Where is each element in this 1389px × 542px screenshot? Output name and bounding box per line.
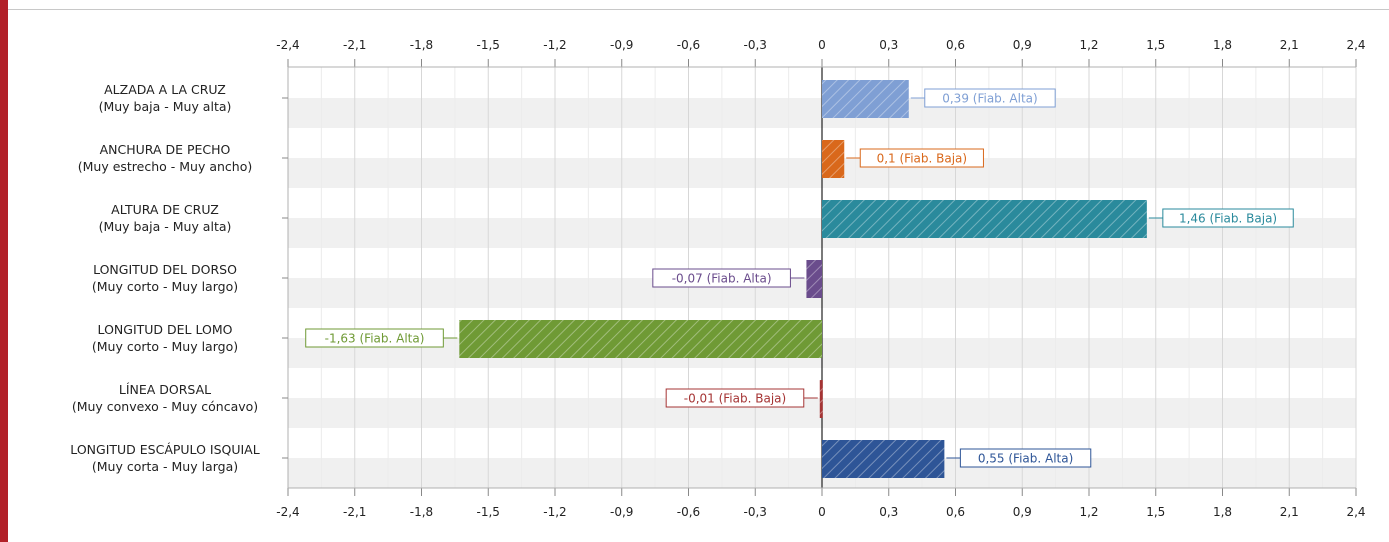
data-label-box bbox=[959, 448, 1092, 468]
x-tick-label-top: -0,3 bbox=[744, 38, 767, 52]
category-label-range: (Muy baja - Muy alta) bbox=[99, 219, 232, 234]
x-tick-label-top: 1,2 bbox=[1079, 38, 1098, 52]
category-label-range: (Muy corta - Muy larga) bbox=[92, 459, 238, 474]
x-tick-label-bottom: -0,9 bbox=[610, 505, 633, 519]
x-tick-label-bottom: -2,1 bbox=[343, 505, 366, 519]
bar-hatch bbox=[822, 140, 845, 178]
category-label-range: (Muy convexo - Muy cóncavo) bbox=[72, 399, 258, 414]
x-tick-label-top: 1,5 bbox=[1146, 38, 1165, 52]
top-panel-border bbox=[8, 0, 1389, 10]
data-label-box bbox=[665, 388, 805, 408]
x-tick-label-top: -1,2 bbox=[543, 38, 566, 52]
x-tick-label-top: 2,4 bbox=[1346, 38, 1365, 52]
x-tick-label-top: -2,4 bbox=[276, 38, 299, 52]
data-label-box bbox=[652, 268, 791, 288]
category-label-name: ALZADA A LA CRUZ bbox=[104, 82, 226, 97]
bar-hatch bbox=[819, 380, 823, 418]
category-label-name: LONGITUD ESCÁPULO ISQUIAL bbox=[70, 442, 259, 457]
grid-lines bbox=[287, 67, 1357, 488]
category-label-name: LONGITUD DEL LOMO bbox=[98, 322, 233, 337]
x-tick-label-bottom: 2,4 bbox=[1346, 505, 1365, 519]
data-label-box bbox=[924, 88, 1056, 108]
left-accent-bar bbox=[0, 0, 8, 542]
x-tick-label-bottom: 0,6 bbox=[946, 505, 965, 519]
x-tick-label-top: 0,6 bbox=[946, 38, 965, 52]
x-tick-label-bottom: -1,8 bbox=[410, 505, 433, 519]
data-label: 0,55 (Fiab. Alta) bbox=[978, 452, 1073, 466]
x-tick-label-top: 2,1 bbox=[1280, 38, 1299, 52]
bar-hatch bbox=[822, 200, 1147, 238]
x-tick-label-bottom: 1,2 bbox=[1079, 505, 1098, 519]
x-tick-label-top: 0,3 bbox=[879, 38, 898, 52]
category-label-range: (Muy baja - Muy alta) bbox=[99, 99, 232, 114]
x-tick-label-bottom: -0,3 bbox=[744, 505, 767, 519]
x-tick-label-top: -0,6 bbox=[677, 38, 700, 52]
x-tick-label-bottom: -1,2 bbox=[543, 505, 566, 519]
x-tick-label-bottom: 0 bbox=[818, 505, 826, 519]
y-axis-categories: ALZADA A LA CRUZ (Muy baja - Muy alta) ANC… bbox=[70, 82, 288, 474]
x-tick-label-top: -1,8 bbox=[410, 38, 433, 52]
category-label-name: ALTURA DE CRUZ bbox=[111, 202, 219, 217]
bar-hatch bbox=[822, 440, 945, 478]
x-tick-label-top: -2,1 bbox=[343, 38, 366, 52]
data-label-box bbox=[1162, 208, 1294, 228]
x-tick-label-bottom: 1,8 bbox=[1213, 505, 1232, 519]
data-labels: 0,39 (Fiab. Alta) 0,1 (Fiab. Baja) 1,46 (F… bbox=[305, 88, 1294, 468]
data-label: 1,46 (Fiab. Baja) bbox=[1179, 212, 1277, 226]
category-label-range: (Muy corto - Muy largo) bbox=[92, 279, 238, 294]
data-label: 0,1 (Fiab. Baja) bbox=[877, 152, 968, 166]
x-axis-top: -2,4 -2,1 -1,8 -1,5 -1,2 -0,9 -0,6 -0,3 0 0,3 0,6 0… bbox=[276, 38, 1366, 68]
x-tick-label-top: 1,8 bbox=[1213, 38, 1232, 52]
x-tick-label-top: 0 bbox=[818, 38, 826, 52]
bar-hatch bbox=[822, 80, 909, 118]
data-label-box bbox=[305, 328, 444, 348]
x-tick-label-top: -0,9 bbox=[610, 38, 633, 52]
data-label-box bbox=[859, 148, 984, 168]
bar-hatch bbox=[806, 260, 822, 298]
bar-hatch bbox=[459, 320, 822, 358]
category-label-name: LONGITUD DEL DORSO bbox=[93, 262, 237, 277]
x-tick-label-bottom: -1,5 bbox=[477, 505, 500, 519]
category-label-range: (Muy corto - Muy largo) bbox=[92, 339, 238, 354]
category-label-range: (Muy estrecho - Muy ancho) bbox=[78, 159, 253, 174]
category-label-name: LÍNEA DORSAL bbox=[119, 382, 211, 397]
x-tick-label-bottom: -2,4 bbox=[276, 505, 299, 519]
x-tick-label-top: 0,9 bbox=[1013, 38, 1032, 52]
x-tick-label-bottom: 0,3 bbox=[879, 505, 898, 519]
data-label: 0,39 (Fiab. Alta) bbox=[942, 92, 1037, 106]
x-axis-bottom: -2,4 -2,1 -1,8 -1,5 -1,2 -0,9 -0,6 -0,3 0 0,3 0,6 0… bbox=[276, 487, 1366, 519]
x-tick-label-bottom: 0,9 bbox=[1013, 505, 1032, 519]
category-label-name: ANCHURA DE PECHO bbox=[100, 142, 231, 157]
x-tick-label-top: -1,5 bbox=[477, 38, 500, 52]
data-label: -0,07 (Fiab. Alta) bbox=[672, 272, 772, 286]
x-tick-label-bottom: 1,5 bbox=[1146, 505, 1165, 519]
x-tick-label-bottom: 2,1 bbox=[1280, 505, 1299, 519]
data-label: -1,63 (Fiab. Alta) bbox=[325, 332, 425, 346]
x-tick-label-bottom: -0,6 bbox=[677, 505, 700, 519]
data-label: -0,01 (Fiab. Baja) bbox=[684, 392, 786, 406]
bars bbox=[459, 80, 1147, 478]
